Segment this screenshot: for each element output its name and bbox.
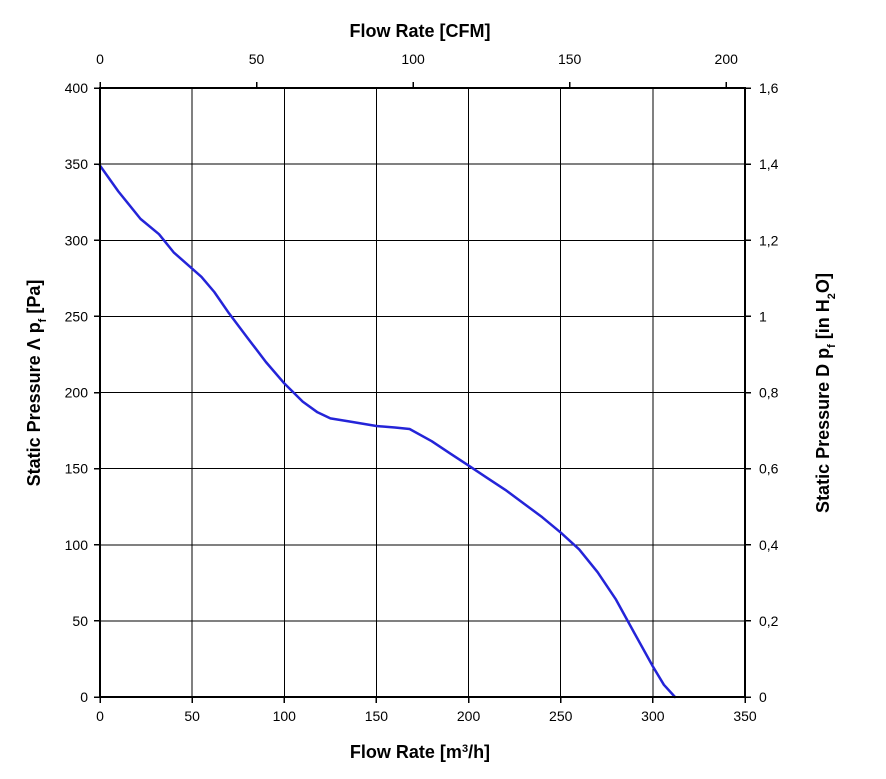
x-top-tick-label-1: 50 <box>249 51 265 67</box>
x-top-tick-labels: 0 50 100 150 200 <box>96 51 738 67</box>
y-right-tick-label-6: 1,2 <box>759 232 779 248</box>
x-bottom-title-suffix: /h] <box>468 742 490 762</box>
x-top-tick-label-4: 200 <box>715 51 739 67</box>
y-left-tick-labels: 0 50 100 150 200 250 300 350 400 <box>65 80 89 705</box>
y-right-title-mid: [in H <box>813 299 833 344</box>
x-top-tick-label-2: 100 <box>401 51 425 67</box>
y-right-tick-label-2: 0,4 <box>759 537 779 553</box>
x-bottom-tick-label-3: 150 <box>365 708 389 724</box>
x-bottom-tick-label-5: 250 <box>549 708 573 724</box>
y-left-title-sub: f <box>37 318 49 322</box>
y-right-axis-title: Static Pressure D pf [in H2O] <box>813 273 838 513</box>
y-right-title-sub2: 2 <box>826 293 838 299</box>
x-top-axis-title: Flow Rate [CFM] <box>350 21 491 41</box>
y-right-tick-label-5: 1 <box>759 308 767 324</box>
tick-marks <box>94 82 751 703</box>
x-bottom-tick-label-2: 100 <box>273 708 297 724</box>
y-right-tick-label-7: 1,4 <box>759 156 779 172</box>
y-right-tick-labels: 0 0,2 0,4 0,6 0,8 1 1,2 1,4 1,6 <box>759 80 779 705</box>
x-bottom-tick-label-1: 50 <box>184 708 200 724</box>
y-left-title-suffix: [Pa] <box>24 280 44 319</box>
y-left-tick-label-0: 0 <box>80 689 88 705</box>
y-left-tick-label-6: 300 <box>65 232 89 248</box>
x-bottom-tick-label-0: 0 <box>96 708 104 724</box>
y-right-tick-label-4: 0,8 <box>759 385 779 401</box>
x-bottom-tick-label-7: 350 <box>733 708 757 724</box>
x-bottom-title-prefix: Flow Rate [m <box>350 742 462 762</box>
y-right-title-prefix: Static Pressure D p <box>813 348 833 513</box>
y-left-tick-label-1: 50 <box>72 613 88 629</box>
y-right-tick-label-0: 0 <box>759 689 767 705</box>
x-bottom-axis-title: Flow Rate [m3/h] <box>350 742 490 762</box>
y-left-title-prefix: Static Pressure Λ p <box>24 322 44 486</box>
y-right-tick-label-8: 1,6 <box>759 80 779 96</box>
y-right-tick-label-1: 0,2 <box>759 613 779 629</box>
x-bottom-title-sup: 3 <box>462 743 468 755</box>
x-top-tick-label-3: 150 <box>558 51 582 67</box>
y-right-tick-label-3: 0,6 <box>759 461 779 477</box>
x-bottom-tick-label-4: 200 <box>457 708 481 724</box>
y-right-title-suffix: O] <box>813 273 833 293</box>
y-left-tick-label-3: 150 <box>65 461 89 477</box>
x-bottom-tick-label-6: 300 <box>641 708 665 724</box>
y-left-tick-label-4: 200 <box>65 385 89 401</box>
x-top-tick-label-0: 0 <box>96 51 104 67</box>
pressure-flow-curve <box>98 164 677 699</box>
x-bottom-tick-labels: 0 50 100 150 200 250 300 350 <box>96 708 757 724</box>
y-right-title-sub1: f <box>826 344 838 348</box>
y-left-tick-label-5: 250 <box>65 308 89 324</box>
y-left-tick-label-8: 400 <box>65 80 89 96</box>
y-left-tick-label-2: 100 <box>65 537 89 553</box>
y-left-axis-title: Static Pressure Λ pf [Pa] <box>24 280 49 487</box>
y-left-tick-label-7: 350 <box>65 156 89 172</box>
